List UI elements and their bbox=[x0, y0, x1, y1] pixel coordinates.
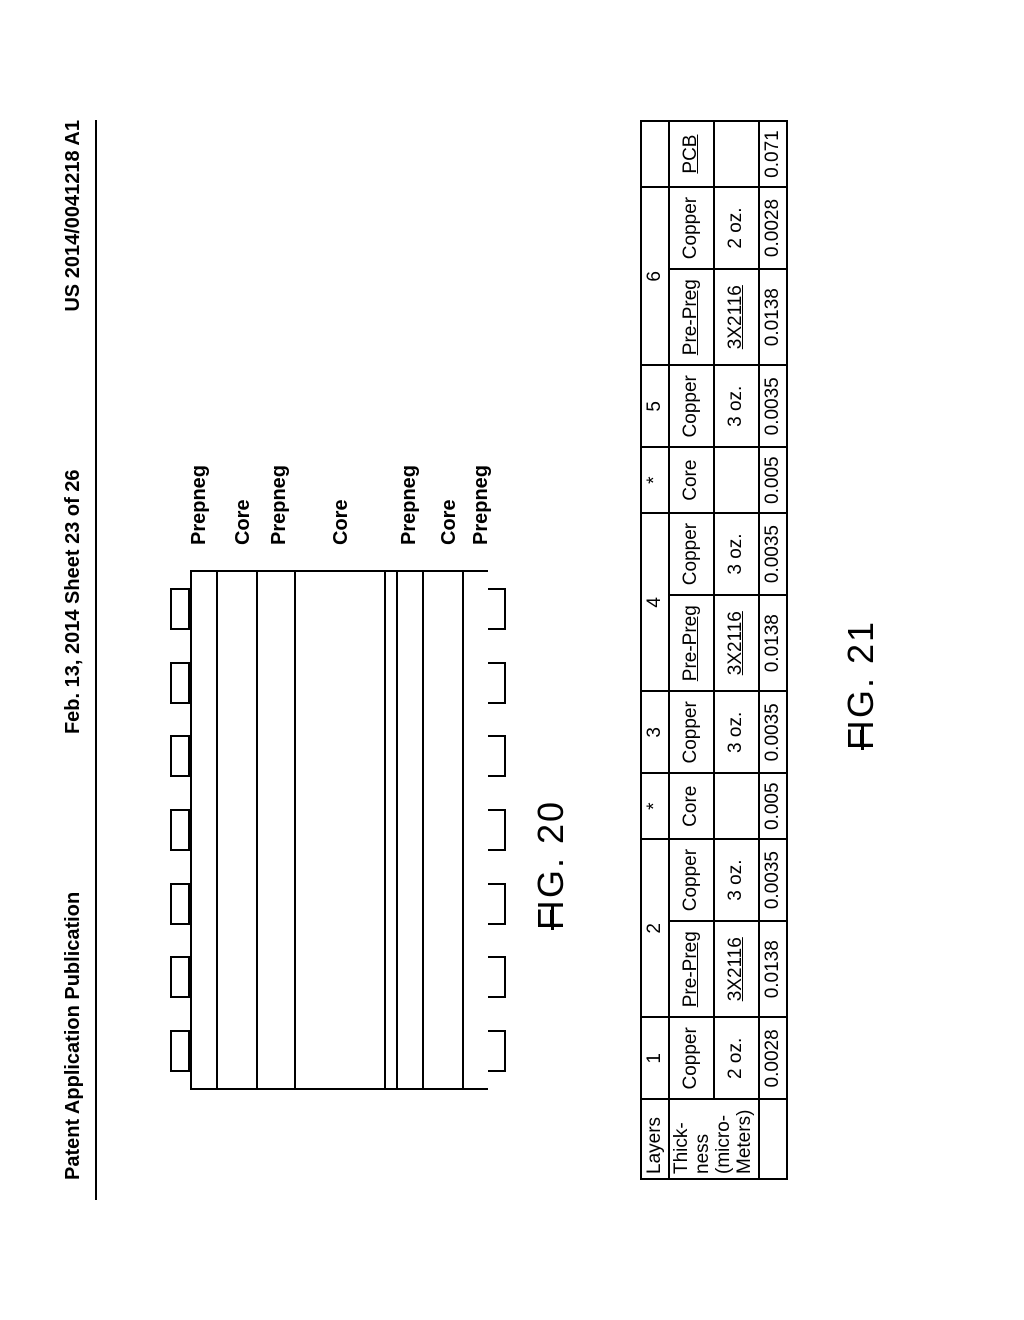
layer-prepreg bbox=[462, 570, 488, 1090]
fig-rest: IG. 21 bbox=[840, 620, 881, 730]
stack-label: Core bbox=[438, 499, 461, 545]
cell: 5 bbox=[641, 365, 669, 447]
cell: 0.0138 bbox=[759, 921, 787, 1017]
pad bbox=[486, 956, 506, 998]
cell: 2 oz. bbox=[714, 187, 759, 269]
cell: Copper bbox=[669, 839, 714, 921]
cell: 0.0138 bbox=[759, 269, 787, 365]
stack-label: Prepneg bbox=[188, 465, 211, 545]
row-label bbox=[759, 1099, 787, 1179]
cell: 4 bbox=[641, 513, 669, 691]
row-label: Thick-ness(micro-Meters) bbox=[669, 1099, 759, 1179]
cell: 3 bbox=[641, 691, 669, 773]
stack-label: Core bbox=[232, 499, 255, 545]
cell: Copper bbox=[669, 365, 714, 447]
table-row: Thick-ness(micro-Meters) Copper Pre-Preg… bbox=[669, 121, 714, 1179]
cell: 3X2116 bbox=[714, 921, 759, 1017]
stack-label: Core bbox=[330, 499, 353, 545]
cell: 0.005 bbox=[759, 447, 787, 513]
cell: 3 oz. bbox=[714, 513, 759, 595]
cell: Core bbox=[669, 773, 714, 839]
cell: Copper bbox=[669, 513, 714, 595]
header-rule bbox=[95, 120, 97, 1200]
fig21-caption: FIG. 21 bbox=[840, 620, 882, 750]
layer-prepreg bbox=[256, 570, 282, 1090]
pad bbox=[486, 662, 506, 704]
cell: 2 oz. bbox=[714, 1017, 759, 1099]
layer-prepreg bbox=[190, 570, 216, 1090]
layer-stack bbox=[170, 570, 508, 1090]
layer-core bbox=[294, 570, 384, 1090]
stack-label: Prepneg bbox=[398, 465, 421, 545]
header-left: Patent Application Publication bbox=[62, 892, 85, 1180]
fig20: Prepneg Core Prepneg Core Prepneg Core P… bbox=[170, 190, 508, 1090]
cell: 0.005 bbox=[759, 773, 787, 839]
layer-core bbox=[216, 570, 256, 1090]
cell: Copper bbox=[669, 1017, 714, 1099]
pad bbox=[170, 588, 190, 630]
cell: Core bbox=[669, 447, 714, 513]
layer-thin bbox=[384, 570, 396, 1090]
pad bbox=[170, 809, 190, 851]
header: Patent Application Publication Feb. 13, … bbox=[62, 0, 85, 1320]
cell: * bbox=[641, 773, 669, 839]
layer-prepreg bbox=[396, 570, 422, 1090]
row-label: Layers bbox=[641, 1099, 669, 1179]
pad bbox=[170, 883, 190, 925]
cell: 0.0035 bbox=[759, 513, 787, 595]
header-center: Feb. 13, 2014 Sheet 23 of 26 bbox=[62, 469, 85, 734]
cell: PCB bbox=[669, 121, 714, 187]
cell bbox=[714, 447, 759, 513]
spec-table: Layers 1 2 * 3 4 * 5 6 Thick-ness(micro-… bbox=[640, 120, 788, 1180]
header-right: US 2014/0041218 A1 bbox=[62, 120, 85, 312]
cell: Pre-Preg bbox=[669, 595, 714, 691]
cell bbox=[714, 121, 759, 187]
copper-pads-bottom bbox=[486, 570, 508, 1090]
pad bbox=[170, 662, 190, 704]
cell: * bbox=[641, 447, 669, 513]
cell: 0.0028 bbox=[759, 1017, 787, 1099]
cell: Pre-Preg bbox=[669, 269, 714, 365]
cell: 0.0035 bbox=[759, 691, 787, 773]
cell: 3 oz. bbox=[714, 365, 759, 447]
cell: 0.0035 bbox=[759, 365, 787, 447]
pad bbox=[486, 883, 506, 925]
cell: 1 bbox=[641, 1017, 669, 1099]
fig-rest: IG. 20 bbox=[530, 800, 571, 910]
layer-core bbox=[422, 570, 462, 1090]
pad bbox=[486, 809, 506, 851]
cell bbox=[641, 121, 669, 187]
pad bbox=[170, 1030, 190, 1072]
table-row: 2 oz. 3X2116 3 oz. 3 oz. 3X2116 3 oz. 3 … bbox=[714, 121, 759, 1179]
table-row: Layers 1 2 * 3 4 * 5 6 bbox=[641, 121, 669, 1179]
fig21: Layers 1 2 * 3 4 * 5 6 Thick-ness(micro-… bbox=[640, 120, 788, 1180]
cell: 3X2116 bbox=[714, 269, 759, 365]
cell bbox=[714, 773, 759, 839]
cell: Pre-Preg bbox=[669, 921, 714, 1017]
cell: 0.0138 bbox=[759, 595, 787, 691]
stack-label: Prepneg bbox=[268, 465, 291, 545]
cell: 2 bbox=[641, 839, 669, 1017]
pad bbox=[486, 1030, 506, 1072]
layer-thin bbox=[282, 570, 294, 1090]
cell: 0.0035 bbox=[759, 839, 787, 921]
table-row: 0.0028 0.0138 0.0035 0.005 0.0035 0.0138… bbox=[759, 121, 787, 1179]
cell: Copper bbox=[669, 691, 714, 773]
cell: 0.0028 bbox=[759, 187, 787, 269]
pad bbox=[486, 588, 506, 630]
cell: 3 oz. bbox=[714, 839, 759, 921]
pad bbox=[486, 735, 506, 777]
cell: 0.071 bbox=[759, 121, 787, 187]
cell: 3X2116 bbox=[714, 595, 759, 691]
pad bbox=[170, 956, 190, 998]
cell: 3 oz. bbox=[714, 691, 759, 773]
pad bbox=[170, 735, 190, 777]
page: Patent Application Publication Feb. 13, … bbox=[0, 148, 1024, 1172]
cell: 6 bbox=[641, 187, 669, 365]
landscape-content: Patent Application Publication Feb. 13, … bbox=[0, 0, 1024, 1320]
fig20-caption: FIG. 20 bbox=[530, 800, 572, 930]
stack-label: Prepneg bbox=[470, 465, 493, 545]
copper-pads-top bbox=[170, 570, 192, 1090]
cell: Copper bbox=[669, 187, 714, 269]
